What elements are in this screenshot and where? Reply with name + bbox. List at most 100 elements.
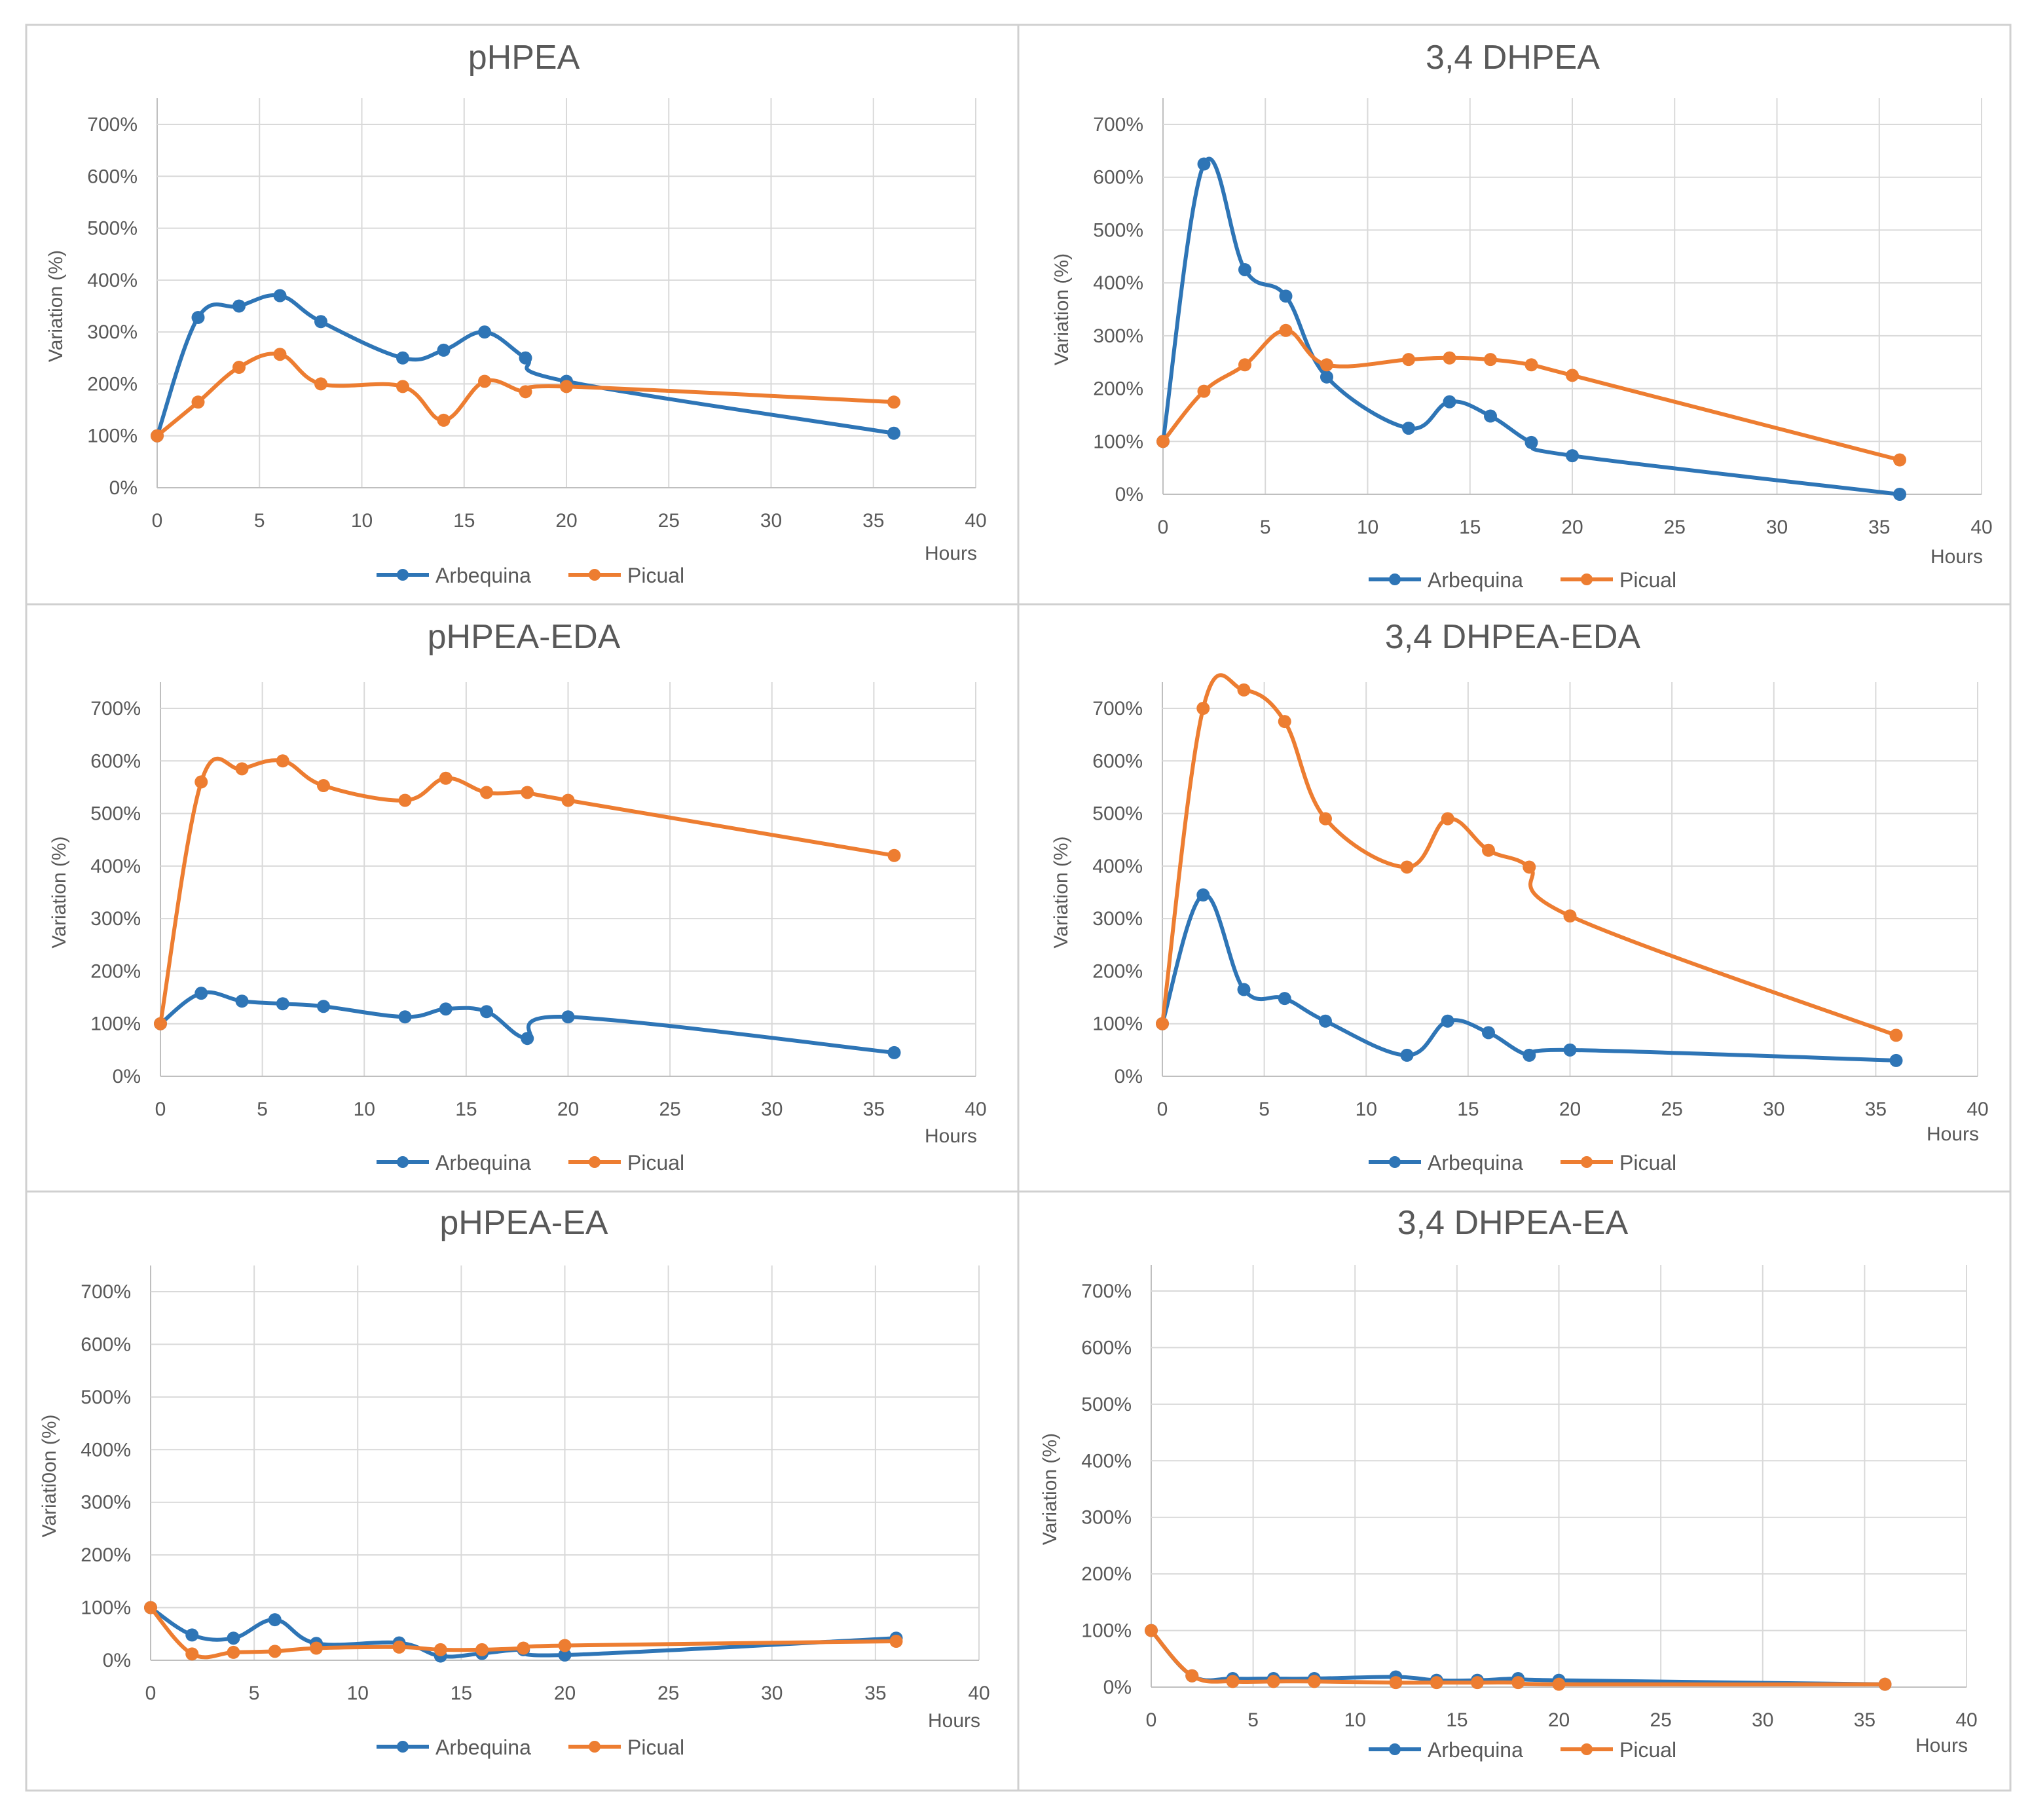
data-point-picual	[1400, 860, 1414, 874]
data-point-picual	[558, 1639, 572, 1652]
legend-marker-arbequina	[397, 1156, 409, 1168]
data-point-arbequina	[478, 325, 491, 339]
legend-label-picual: Picual	[1619, 1151, 1676, 1174]
chart-panel: 0 5 10 15 20 25 30 35 400%100%200%300%400%500%60…	[1017, 1190, 2012, 1792]
data-point-picual	[517, 1641, 530, 1655]
x-tick-label: 40	[968, 1683, 989, 1704]
legend-marker-arbequina	[1389, 1743, 1401, 1755]
chart-panel: 0 5 10 15 20 25 30 35 400%100%200%300%400%500%60…	[25, 24, 1020, 606]
chart-title: pHPEA-EA	[439, 1204, 608, 1242]
y-tick-label: 0%	[113, 1066, 141, 1087]
data-point-picual	[1185, 1669, 1199, 1683]
data-point-arbequina	[227, 1631, 240, 1645]
data-point-picual	[1237, 683, 1251, 697]
legend-label-arbequina: Arbequina	[435, 1151, 531, 1174]
x-tick-label: 0	[1157, 1099, 1168, 1120]
x-axis-title: Hours	[1927, 1123, 1979, 1145]
chart-title: pHPEA-EDA	[428, 618, 621, 656]
y-tick-label: 600%	[81, 1334, 131, 1355]
x-tick-label: 30	[1763, 1099, 1784, 1120]
data-point-arbequina	[437, 343, 451, 357]
y-tick-label: 400%	[87, 270, 138, 291]
data-point-picual	[1156, 435, 1170, 448]
data-point-picual	[396, 380, 409, 393]
y-tick-label: 500%	[1092, 803, 1143, 825]
data-point-picual	[1523, 860, 1536, 874]
y-tick-label: 0%	[1115, 1066, 1143, 1087]
x-tick-label: 25	[1650, 1709, 1671, 1731]
x-tick-label: 0	[1158, 517, 1169, 538]
data-point-arbequina	[276, 997, 289, 1011]
legend-marker-picual	[589, 1156, 600, 1168]
data-point-picual	[1484, 353, 1497, 367]
data-point-picual	[1878, 1677, 1892, 1691]
y-tick-label: 600%	[1093, 167, 1143, 189]
y-tick-label: 600%	[87, 166, 138, 187]
y-axis-title: Variation (%)	[48, 836, 70, 948]
x-tick-label: 5	[1260, 517, 1271, 538]
x-tick-label: 10	[1357, 517, 1378, 538]
y-tick-label: 300%	[87, 321, 138, 343]
y-tick-label: 200%	[90, 960, 141, 982]
y-tick-label: 500%	[1093, 219, 1143, 241]
x-tick-label: 5	[1259, 1099, 1270, 1120]
data-point-arbequina	[398, 1010, 412, 1024]
y-tick-label: 100%	[90, 1013, 141, 1035]
data-point-arbequina	[1566, 449, 1579, 463]
chart-panel: 0 5 10 15 20 25 30 35 400%100%200%300%400%500%60…	[25, 603, 1020, 1193]
data-point-picual	[392, 1640, 406, 1654]
x-tick-label: 20	[555, 510, 577, 532]
data-point-arbequina	[1524, 435, 1538, 449]
legend-label-arbequina: Arbequina	[435, 1736, 531, 1759]
data-point-picual	[1430, 1676, 1443, 1690]
y-tick-label: 700%	[1092, 698, 1143, 719]
chart-title: 3,4 DHPEA-EDA	[1385, 618, 1640, 656]
chart-panel: 0 5 10 15 20 25 30 35 400%100%200%300%400%500%60…	[1017, 24, 2012, 606]
x-tick-label: 5	[257, 1099, 268, 1120]
legend-label-picual: Picual	[627, 1736, 684, 1759]
x-tick-label: 30	[1766, 517, 1788, 538]
data-point-picual	[478, 374, 491, 388]
data-point-picual	[521, 786, 534, 799]
x-tick-label: 30	[1752, 1709, 1773, 1731]
x-tick-label: 35	[1854, 1709, 1875, 1731]
y-tick-label: 700%	[1081, 1281, 1132, 1302]
x-tick-label: 10	[1344, 1709, 1366, 1731]
x-tick-label: 15	[451, 1683, 472, 1704]
data-point-picual	[154, 1017, 167, 1030]
x-tick-label: 35	[863, 1099, 885, 1120]
data-point-arbequina	[561, 1010, 575, 1024]
y-tick-label: 300%	[1081, 1507, 1132, 1529]
y-tick-label: 0%	[109, 477, 138, 499]
x-axis-title: Hours	[925, 543, 977, 564]
data-point-picual	[1482, 843, 1495, 857]
data-point-picual	[475, 1643, 489, 1656]
data-point-picual	[185, 1647, 199, 1661]
data-point-arbequina	[1523, 1048, 1536, 1062]
y-tick-label: 400%	[90, 856, 141, 877]
data-point-picual	[232, 361, 246, 374]
data-point-arbequina	[1402, 422, 1415, 435]
data-point-arbequina	[1319, 1014, 1332, 1028]
data-point-picual	[439, 771, 453, 785]
x-axis-title: Hours	[1915, 1735, 1968, 1756]
x-tick-label: 35	[1865, 1099, 1887, 1120]
data-point-picual	[437, 413, 451, 427]
data-point-picual	[1308, 1675, 1321, 1688]
legend-marker-picual	[589, 1741, 600, 1753]
legend-label-picual: Picual	[627, 1151, 684, 1174]
x-tick-label: 30	[760, 510, 782, 532]
data-point-arbequina	[1197, 157, 1211, 171]
data-point-picual	[1443, 351, 1456, 365]
x-tick-label: 0	[145, 1683, 157, 1704]
data-point-picual	[1402, 353, 1415, 367]
x-tick-label: 40	[1970, 517, 1992, 538]
data-point-picual	[268, 1645, 282, 1658]
y-tick-label: 700%	[90, 698, 141, 719]
data-point-arbequina	[1279, 289, 1293, 303]
y-tick-label: 700%	[87, 114, 138, 136]
y-tick-label: 400%	[1093, 272, 1143, 294]
legend-marker-picual	[1581, 1743, 1593, 1755]
data-point-picual	[1320, 358, 1333, 372]
data-point-picual	[276, 754, 289, 768]
